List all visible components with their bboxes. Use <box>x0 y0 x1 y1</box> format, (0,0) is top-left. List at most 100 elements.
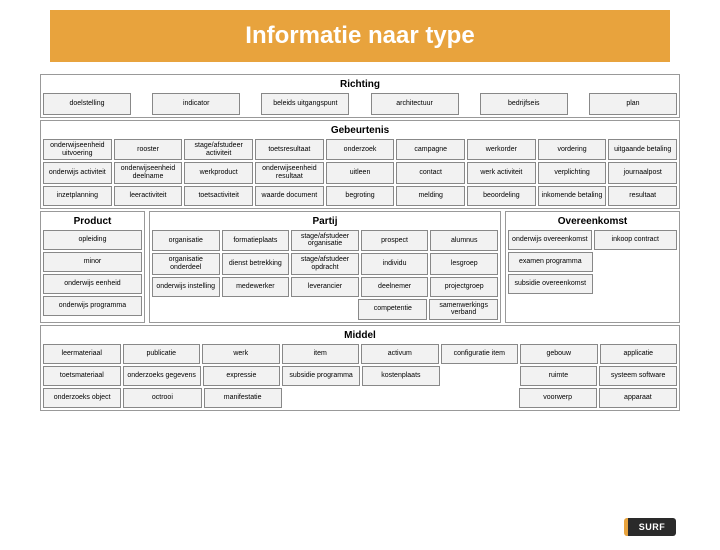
cell: onderwijs instelling <box>152 277 220 297</box>
cell: toetsmateriaal <box>43 366 121 386</box>
cell: werk <box>202 344 280 364</box>
row: onderwijs eenheid <box>43 274 142 294</box>
title-bar: Informatie naar type <box>50 10 670 62</box>
cell: resultaat <box>608 186 677 206</box>
cell: werkorder <box>467 139 536 160</box>
section-richting: Richting doelstelling indicator beleids ui… <box>40 74 680 118</box>
cell: expressie <box>203 366 281 386</box>
cell: uitgaande betaling <box>608 139 677 160</box>
cell: onderwijseenheid deelname <box>114 162 183 183</box>
cell: inzetplanning <box>43 186 112 206</box>
row: doelstelling indicator beleids uitgangspun… <box>43 93 677 115</box>
content-area: Richting doelstelling indicator beleids ui… <box>40 74 680 411</box>
cell: onderwijs activiteit <box>43 162 112 183</box>
cell: minor <box>43 252 142 272</box>
cell: journaalpost <box>608 162 677 183</box>
cell: stage/afstudeer opdracht <box>291 253 359 274</box>
cell: voorwerp <box>519 388 597 408</box>
cell: onderwijseenheid uitvoering <box>43 139 112 160</box>
row: organisatie onderdeeldienst betrekkingst… <box>152 253 498 274</box>
cell: begroting <box>326 186 395 206</box>
cell: prospect <box>361 230 429 251</box>
row <box>508 296 677 316</box>
cell: manifestatie <box>204 388 282 408</box>
row: onderwijseenheid uitvoeringroosterstage/… <box>43 139 677 160</box>
cell: medewerker <box>222 277 290 297</box>
cell: inkomende betaling <box>538 186 607 206</box>
cell: deelnemer <box>361 277 429 297</box>
cell: werkproduct <box>184 162 253 183</box>
row: examen programma <box>508 252 677 272</box>
cell: plan <box>589 93 677 115</box>
section-middel: Middel leermateriaalpublicatiewerkitemac… <box>40 325 680 411</box>
cell: competentie <box>358 299 427 320</box>
cell: toetsresultaat <box>255 139 324 160</box>
cell: configuratie item <box>441 344 519 364</box>
surf-logo: SURF <box>624 518 676 536</box>
cell: dienst betrekking <box>222 253 290 274</box>
cell: onderwijs eenheid <box>43 274 142 294</box>
cell: indicator <box>152 93 240 115</box>
row: onderwijs programma <box>43 296 142 316</box>
cell: formatieplaats <box>222 230 290 251</box>
cell: rooster <box>114 139 183 160</box>
logo-text: SURF <box>639 522 666 532</box>
cell: toetsactiviteit <box>184 186 253 206</box>
cell: subsidie programma <box>282 366 360 386</box>
cell: melding <box>396 186 465 206</box>
section-overeenkomst: Overeenkomst onderwijs overeenkomstinkoo… <box>505 211 680 323</box>
row: opleiding <box>43 230 142 250</box>
cell: apparaat <box>599 388 677 408</box>
section-title: Overeenkomst <box>508 214 677 230</box>
cell: lesgroep <box>430 253 498 274</box>
row: toetsmateriaalonderzoeks gegevensexpress… <box>43 366 677 386</box>
row: onderwijs activiteitonderwijseenheid dee… <box>43 162 677 183</box>
cell: individu <box>361 253 429 274</box>
cell: activum <box>361 344 439 364</box>
cell: ruimte <box>520 366 598 386</box>
cell: leermateriaal <box>43 344 121 364</box>
multi-row: Product opleidingminoronderwijs eenheido… <box>40 211 680 323</box>
cell: onderzoek <box>326 139 395 160</box>
cell: beleids uitgangspunt <box>261 93 349 115</box>
cell: onderwijs overeenkomst <box>508 230 591 250</box>
cell: bedrijfseis <box>480 93 568 115</box>
section-title: Richting <box>43 77 677 93</box>
cell: organisatie onderdeel <box>152 253 220 274</box>
row: organisatieformatieplaatsstage/afstudeer… <box>152 230 498 251</box>
cell: applicatie <box>600 344 678 364</box>
cell: organisatie <box>152 230 220 251</box>
row: competentiesamenwerkings verband <box>152 299 498 320</box>
cell: waarde document <box>255 186 324 206</box>
cell: kostenplaats <box>362 366 440 386</box>
cell: leverancier <box>291 277 359 297</box>
section-title: Partij <box>152 214 498 230</box>
cell: item <box>282 344 360 364</box>
cell: opleiding <box>43 230 142 250</box>
cell: gebouw <box>520 344 598 364</box>
cell: projectgroep <box>430 277 498 297</box>
cell: publicatie <box>123 344 201 364</box>
cell: werk activiteit <box>467 162 536 183</box>
row: leermateriaalpublicatiewerkitemactivumco… <box>43 344 677 364</box>
cell: alumnus <box>430 230 498 251</box>
row: minor <box>43 252 142 272</box>
cell: samenwerkings verband <box>429 299 498 320</box>
row: subsidie overeenkomst <box>508 274 677 294</box>
cell: doelstelling <box>43 93 131 115</box>
cell: beoordeling <box>467 186 536 206</box>
cell: leeractiviteit <box>114 186 183 206</box>
cell: systeem software <box>599 366 677 386</box>
section-partij: Partij organisatieformatieplaatsstage/af… <box>149 211 501 323</box>
section-gebeurtenis: Gebeurtenis onderwijseenheid uitvoeringr… <box>40 120 680 209</box>
cell: stage/afstudeer activiteit <box>184 139 253 160</box>
cell: onderzoeks gegevens <box>123 366 201 386</box>
row: inzetplanningleeractiviteittoetsactivite… <box>43 186 677 206</box>
cell: subsidie overeenkomst <box>508 274 592 294</box>
section-title: Product <box>43 214 142 230</box>
row: onderzoeks objectoctrooimanifestatievoor… <box>43 388 677 408</box>
cell: stage/afstudeer organisatie <box>291 230 359 251</box>
cell: onderwijs programma <box>43 296 142 316</box>
cell: campagne <box>396 139 465 160</box>
cell: uitleen <box>326 162 395 183</box>
